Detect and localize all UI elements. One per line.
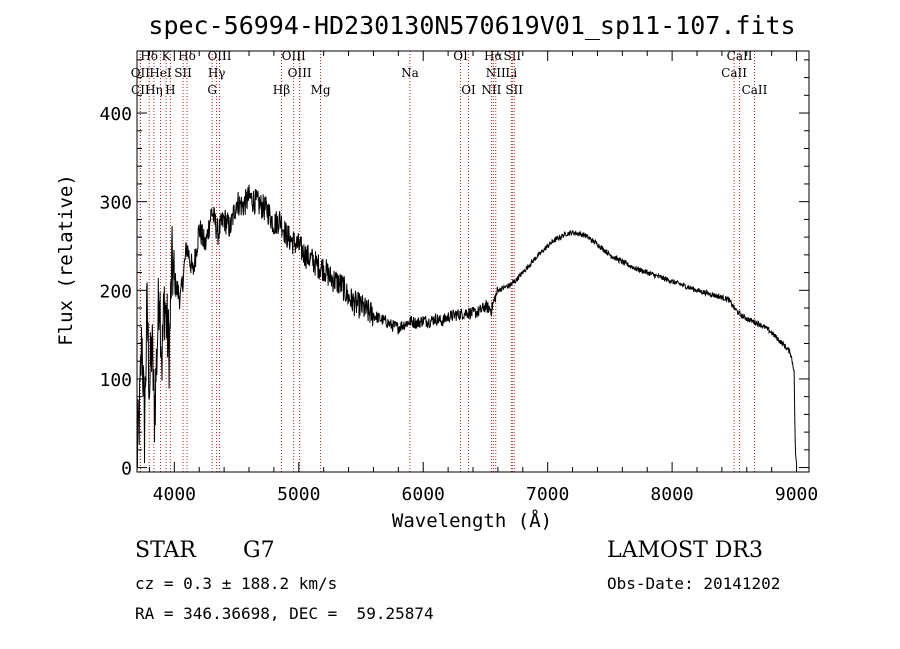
spectral-line-label: HeI [149,66,172,80]
object-class: STAR [135,538,196,563]
ra-dec: RA = 346.36698, DEC = 59.25874 [135,604,434,623]
cz-value: cz = 0.3 ± 188.2 km/s [135,574,338,593]
survey-label: LAMOST DR3 [607,538,763,563]
spectral-line-label: Hγ [208,66,226,80]
spectral-line-label: G [207,83,217,97]
spectrum-series [136,184,797,468]
x-tick-label: 7000 [526,484,569,505]
spectral-line-label: H [165,83,175,97]
spectral-line-label: OIII [288,66,312,80]
y-tick-label: 0 [121,459,132,480]
spectral-line-label: SII [503,49,521,63]
y-tick-label: 300 [99,193,132,214]
spectral-line-label: CaII [721,66,747,80]
spectrum-line [136,184,797,468]
x-tick-label: 8000 [650,484,693,505]
x-tick-label: 4000 [153,484,196,505]
spectral-line-label: SII [174,66,192,80]
subclass: G7 [243,538,275,563]
y-tick-label: 200 [99,281,132,302]
spectral-line-label: K [162,49,172,63]
y-axis-label: Flux (relative) [55,174,77,346]
spectral-line-label: CaII [742,83,768,97]
spectral-line-label: OIII [207,49,231,63]
spectral-line-label: Hβ [273,83,290,97]
x-tick-label: 5000 [277,484,320,505]
spectral-line-label: CII [131,83,150,97]
chart-title: spec-56994-HD230130N570619V01_sp11-107.f… [148,11,795,40]
plot-frame [136,50,810,473]
x-tick-label: 6000 [402,484,445,505]
spectral-line-label: CaII [727,49,753,63]
x-tick-label: 9000 [775,484,818,505]
spectral-line-label: OI [453,49,468,63]
spectral-line-label: NII [486,66,506,80]
y-tick-label: 100 [99,370,132,391]
spectral-line-label: Na [401,66,419,80]
spectral-line-label: Mg [311,83,331,97]
y-tick-label: 400 [99,104,132,125]
spectral-line-label: OI [461,83,476,97]
spectral-line-label: OIII [282,49,306,63]
spectral-line-label: Hη [145,83,163,97]
spectral-line-label: SII [505,83,523,97]
spectral-line-label: Li [505,66,517,80]
spectral-line-label: Hδ [178,49,196,63]
x-axis-label: Wavelength (Å) [392,509,552,532]
axis-ticks: 4000 5000 6000 7000 8000 9000 0 100 200 300 400 [99,51,818,505]
spectral-line-label: NII [481,83,501,97]
obs-date: Obs-Date: 20141202 [607,574,781,593]
